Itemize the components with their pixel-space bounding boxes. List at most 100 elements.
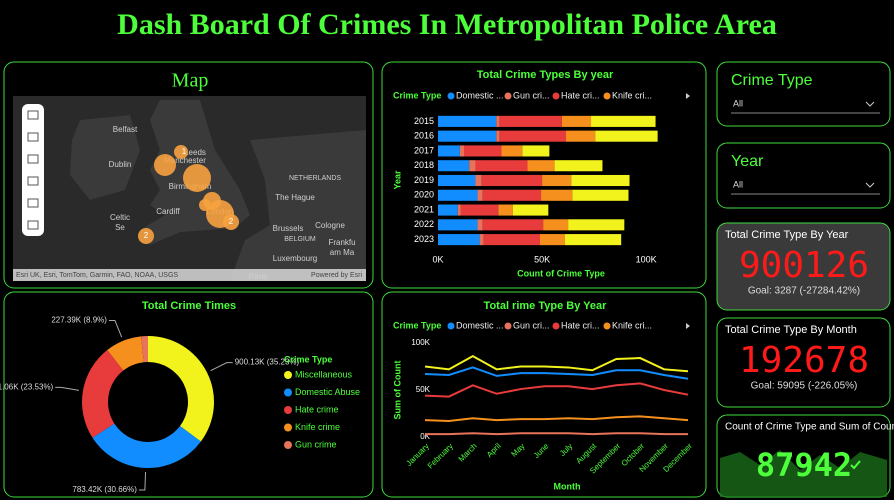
dashboard-title: Dash Board Of Crimes In Metropolitan Pol… <box>117 8 777 41</box>
map-bubble <box>154 154 176 176</box>
y-tick-label: 100K <box>411 338 430 347</box>
legend-label: Domestic ... <box>456 90 504 100</box>
bar-segment <box>572 189 629 201</box>
bar-segment <box>561 115 592 127</box>
map-bubble-label: 2 <box>144 231 149 240</box>
bar-segment <box>483 234 541 246</box>
bar-segment <box>499 130 567 142</box>
bar-segment <box>438 130 497 142</box>
bar-segment <box>543 219 569 231</box>
bar-segment <box>527 160 555 172</box>
bar-segment <box>457 204 461 216</box>
bar-segment <box>499 115 562 127</box>
bar-segment <box>475 160 528 172</box>
slicer-panel <box>716 142 891 209</box>
legend-label: Hate crime <box>295 404 339 414</box>
bar-segment <box>564 234 622 246</box>
map-bubble <box>183 164 211 192</box>
y-tick-label: 50K <box>416 385 431 394</box>
data-label: 783.42K (30.66%) <box>72 485 137 494</box>
bar-segment <box>438 234 480 246</box>
map-place-label: Frankfu <box>328 238 355 247</box>
map-toolbar[interactable] <box>22 104 44 236</box>
map-bubble-label: 2 <box>229 217 234 226</box>
bar-segment <box>482 219 544 231</box>
bar-segment <box>541 189 573 201</box>
map-place-label: Belfast <box>113 125 138 134</box>
slicer-title: Year <box>731 153 764 170</box>
bar-segment <box>498 204 513 216</box>
bar-segment <box>481 174 543 187</box>
legend-swatch <box>552 322 560 330</box>
legend-next-arrow[interactable] <box>686 323 690 329</box>
legend-swatch <box>284 423 292 432</box>
map-bubble <box>174 145 188 159</box>
legend-label: Domestic Abuse <box>295 387 360 397</box>
legend-swatch <box>284 406 292 414</box>
y-axis-label: Year <box>392 170 402 190</box>
map-tool-icon[interactable] <box>27 220 39 230</box>
legend-swatch <box>284 371 292 379</box>
map-footer <box>13 269 366 281</box>
map-tool-icon[interactable] <box>27 154 39 164</box>
slicer-chevron[interactable] <box>865 182 875 188</box>
map-place-label: Dublin <box>109 160 132 169</box>
map-place-label: Se <box>115 223 125 232</box>
bar-segment <box>438 160 470 172</box>
map-tool-icon[interactable] <box>27 132 39 142</box>
legend-next-arrow[interactable] <box>686 93 690 99</box>
x-axis-label: Month <box>554 481 581 491</box>
legend-swatch <box>447 92 455 100</box>
leader-line <box>210 362 233 372</box>
bar-segment <box>469 160 476 172</box>
card-value: 192678 <box>739 340 869 381</box>
map-tool-icon[interactable] <box>27 110 39 120</box>
data-label: 900.13K (35.23%) <box>235 358 300 367</box>
bar-segment <box>460 204 499 216</box>
data-label: 227.39K (8.9%) <box>51 316 107 325</box>
legend-title: Crime Type <box>393 90 441 100</box>
legend-swatch <box>447 322 455 330</box>
slicer-value[interactable]: All <box>733 179 743 189</box>
legend-label: Gun crime <box>295 439 337 449</box>
legend-swatch <box>552 92 560 100</box>
slicer-value[interactable]: All <box>733 98 743 108</box>
slicer-chevron[interactable] <box>865 101 875 107</box>
card-title: Total Crime Type By Month <box>725 324 857 336</box>
donut-slice <box>148 336 214 442</box>
map-tool-icon[interactable] <box>27 176 39 186</box>
data-label: 601.06K (23.53%) <box>0 382 54 391</box>
legend-label: Hate cri... <box>561 90 600 100</box>
y-tick-label: 2023 <box>414 234 434 244</box>
donut-slice <box>92 423 201 468</box>
legend-title: Crime Type <box>393 320 441 330</box>
map-place-label: Paris <box>249 272 267 281</box>
bar-segment <box>496 130 500 142</box>
map-place-label: Leeds <box>184 148 206 157</box>
x-tick-label: 50K <box>534 254 550 264</box>
bar-segment <box>512 204 549 216</box>
card-value: 900126 <box>739 245 869 286</box>
line-series <box>424 355 689 373</box>
x-axis-label: Count of Crime Type <box>517 268 605 278</box>
y-tick-label: 2017 <box>414 145 434 155</box>
line-panel <box>381 291 707 498</box>
slicer-title: Crime Type <box>731 72 813 89</box>
map-place-label: Cardiff <box>156 207 180 216</box>
legend-label: Knife crime <box>295 422 340 432</box>
bar-segment <box>438 115 497 127</box>
legend-swatch <box>284 441 292 449</box>
leader-line <box>138 471 147 491</box>
x-tick-label: 100K <box>636 254 657 264</box>
card-goal: Goal: 3287 (-27284.42%) <box>748 286 860 297</box>
bar-segment <box>438 219 478 231</box>
map-bubble <box>138 228 154 244</box>
y-tick-label: 2018 <box>414 160 434 170</box>
map-tool-icon[interactable] <box>27 198 39 208</box>
bar-segment <box>554 160 603 172</box>
card-check-icon <box>850 460 861 470</box>
card-title: Count of Crime Type and Sum of Count by … <box>725 422 894 433</box>
